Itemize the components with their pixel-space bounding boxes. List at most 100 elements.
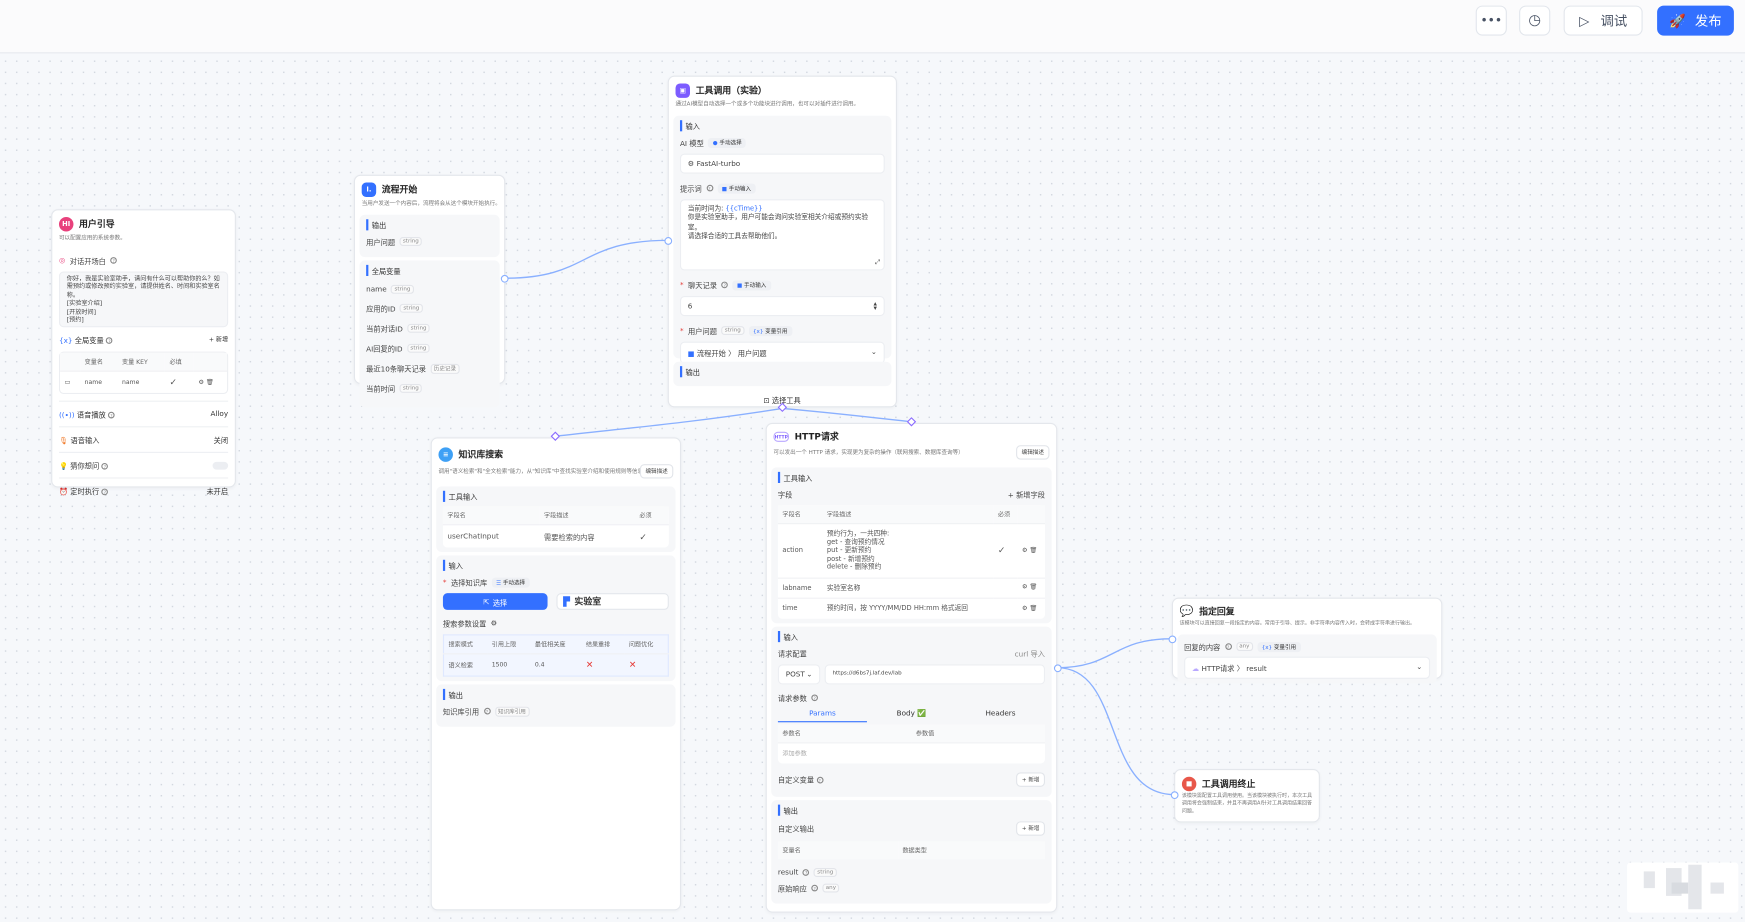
input-type-icon: ▭ <box>60 370 81 393</box>
input-handle[interactable] <box>1168 635 1177 644</box>
search-setting-value: 语义检索 <box>443 653 488 677</box>
history-button[interactable]: ◷ <box>1519 5 1551 36</box>
debug-button[interactable]: ▷ 调试 <box>1563 5 1643 36</box>
settings-icon[interactable]: ⚙ <box>1021 605 1028 612</box>
input-handle[interactable] <box>664 237 673 245</box>
openai-icon: ⚙ <box>687 159 695 169</box>
expand-icon[interactable]: ⤢ <box>874 257 881 266</box>
type-tag: string <box>407 343 430 353</box>
settings-icon[interactable]: ⚙ <box>1021 584 1028 592</box>
help-icon: ? <box>1224 643 1232 650</box>
output-handle[interactable] <box>500 274 509 283</box>
table-row: action 预约行为，一共四种: get - 查询预约情况 put - 更新预约… <box>777 523 1046 578</box>
chevron-down-icon: ⌄ <box>1416 662 1423 672</box>
prompt-mode-toggle[interactable]: ■ 手动输入 <box>717 183 756 194</box>
delete-icon[interactable]: 🗑 <box>205 378 214 386</box>
timer-setting[interactable]: ⏰ 定时执行 ? 未开启 <box>58 487 229 497</box>
opening-textarea[interactable]: 你好，我是实验室助手，请问有什么可以帮助你的么？如需预约或修改预约实验室，请提供… <box>58 271 229 328</box>
kb-chip[interactable]: ▛ 实验室 <box>556 593 669 610</box>
node-tool-call[interactable]: ▣ 工具调用（实验） 通过AI模型自动选择一个或多个功能块进行调用，也可以对插件进… <box>664 75 897 408</box>
variable-icon: {x} <box>58 336 73 345</box>
delete-icon[interactable]: 🗑 <box>1029 584 1038 592</box>
type-tag: string <box>407 323 430 333</box>
reply-reference-select[interactable]: ☁ HTTP请求 〉 result ⌄ <box>1184 656 1431 679</box>
stepper-icon[interactable]: ▲ ▼ <box>873 300 877 311</box>
select-tool-label: ⊡ 选择工具 <box>763 396 801 406</box>
search-setting-value: ✕ <box>624 653 669 677</box>
table-row: userChatInput 需要检索的内容 ✓ <box>442 524 669 548</box>
search-setting-header: 搜索模式 <box>448 642 473 649</box>
help-icon: ? <box>101 488 109 496</box>
more-icon: ••• <box>1480 13 1503 28</box>
question-reference-select[interactable]: ■ 流程开始 〉 用户问题 ⌄ <box>679 341 885 364</box>
add-param-placeholder[interactable]: 添加参数 <box>777 741 1046 763</box>
reply-mode-toggle[interactable]: {x} 变量引用 <box>1257 641 1301 652</box>
params-table: 参数名 参数值 添加参数 <box>777 723 1046 763</box>
help-icon: ? <box>802 868 810 876</box>
node-tool-stop[interactable]: ■ 工具调用终止 该模块需配置工具调用使用。当该模块被执行时，本次工具调用将会强制… <box>1170 769 1320 823</box>
add-field-button[interactable]: + 新增字段 <box>1007 490 1046 500</box>
stop-icon: ■ <box>1181 776 1197 792</box>
mic-icon: 🎙 <box>58 436 69 446</box>
tab-body[interactable]: Body ✅ <box>896 708 927 718</box>
more-button[interactable]: ••• <box>1475 5 1507 36</box>
publish-button[interactable]: 🚀 发布 <box>1657 5 1734 36</box>
node-flow-start[interactable]: I. 流程开始 当用户发送一个内容后，流程将会从这个模块开始执行。 输出 用户问题… <box>353 174 509 408</box>
type-tag: 历史记录 <box>430 363 460 374</box>
settings-icon[interactable]: ⚙ <box>490 618 498 628</box>
global-variable-item: 当前对话ID string <box>366 323 493 334</box>
guess-toggle[interactable] <box>212 461 229 470</box>
edge-tool-to-knowledge <box>555 407 783 437</box>
minimap[interactable] <box>1627 862 1739 913</box>
edge-tool-to-http <box>782 407 912 423</box>
node-reply[interactable]: 💬 指定回复 该模块可以直接回复一段指定的内容。常用于引导、提示。非字符串内容传入… <box>1168 597 1443 684</box>
input-handle[interactable] <box>1170 791 1179 800</box>
node-user-guide[interactable]: HI 用户引导 可以配置应用的系统参数。 ◎ 对话开场白? 你好，我是实验室助手，请… <box>51 209 236 496</box>
curl-import-button[interactable]: curl 导入 <box>1014 649 1046 659</box>
edit-desc-button[interactable]: 编辑描述 <box>639 464 674 479</box>
output-table: 变量名 数据类型 <box>777 840 1046 859</box>
bulb-icon: 💡 <box>58 461 68 471</box>
prompt-textarea[interactable]: 当前时间为: {{cTime}} 你是实验室助手，用户可能会询问实验室相关介绍或预… <box>679 199 885 271</box>
search-setting-header: 最低相关度 <box>534 642 566 649</box>
tab-headers[interactable]: Headers <box>985 708 1016 718</box>
add-global-button[interactable]: + 新增 <box>208 337 229 344</box>
select-kb-button[interactable]: ⇱ 选择 <box>442 593 548 610</box>
edit-desc-button[interactable]: 编辑描述 <box>1016 445 1050 460</box>
model-mode-toggle[interactable]: ● 手动选择 <box>708 137 747 148</box>
method-select[interactable]: POST ⌄ <box>777 663 821 684</box>
url-input[interactable]: https://d6bs7j.laf.dev/lab <box>824 663 1046 684</box>
help-icon: ? <box>106 337 113 344</box>
type-tag: string <box>399 383 423 393</box>
add-output-button[interactable]: + 新增 <box>1016 820 1046 836</box>
model-select[interactable]: ⚙ FastAI-turbo <box>679 153 885 174</box>
chat-bubble-icon: 💬 <box>1179 605 1194 618</box>
node-http-request[interactable]: HTTP HTTP请求 可以发出一个 HTTP 请求，实现更为复杂的操作（联网搜索… <box>765 422 1062 913</box>
chevron-down-icon: ⌄ <box>806 669 813 679</box>
clock-icon: ◷ <box>1528 12 1542 29</box>
tts-setting[interactable]: ((•)) 语音播放 ? Alloy <box>58 409 229 420</box>
rocket-icon: 🚀 <box>1669 12 1687 29</box>
kb-mode-toggle[interactable]: ☰ 手动选择 <box>491 577 530 588</box>
node-knowledge-search[interactable]: ≡ 知识库搜索 调用"语义检索"和"全文检索"能力，从"知识库"中查找实验室介绍和… <box>430 437 682 911</box>
history-number-input[interactable]: 6 ▲ ▼ <box>679 296 885 317</box>
stt-setting[interactable]: 🎙 语音输入 关闭 <box>58 436 229 446</box>
delete-icon[interactable]: 🗑 <box>1029 605 1038 612</box>
help-icon: ? <box>101 462 109 470</box>
search-setting-header: 结果重排 <box>585 642 611 649</box>
history-mode-toggle[interactable]: ■ 手动输入 <box>732 279 771 290</box>
settings-icon[interactable]: ⚙ <box>1021 547 1028 554</box>
alarm-icon: ⏰ <box>58 487 68 497</box>
search-settings-table[interactable]: 搜索模式 引用上限 最低相关度 结果重排 问题优化 语义检索 1500 0.4 ✕ ✕ <box>442 634 669 677</box>
settings-icon[interactable]: ⚙ <box>198 378 204 386</box>
kb-icon: ▛ <box>563 596 570 607</box>
audio-icon: ((•)) <box>58 410 75 420</box>
question-mode-toggle[interactable]: {x} 变量引用 <box>748 325 792 336</box>
output-handle[interactable] <box>1053 664 1062 673</box>
add-custom-var-button[interactable]: + 新增 <box>1016 771 1046 787</box>
delete-icon[interactable]: 🗑 <box>1029 547 1038 554</box>
global-variable-item: 应用的ID string <box>366 303 493 314</box>
tab-params[interactable]: Params <box>777 708 867 722</box>
global-variable-item: 最近10条聊天记录 历史记录 <box>366 363 493 374</box>
